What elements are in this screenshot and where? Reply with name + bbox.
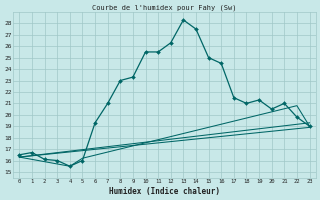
Title: Courbe de l'humidex pour Fahy (Sw): Courbe de l'humidex pour Fahy (Sw) xyxy=(92,4,237,11)
X-axis label: Humidex (Indice chaleur): Humidex (Indice chaleur) xyxy=(109,187,220,196)
